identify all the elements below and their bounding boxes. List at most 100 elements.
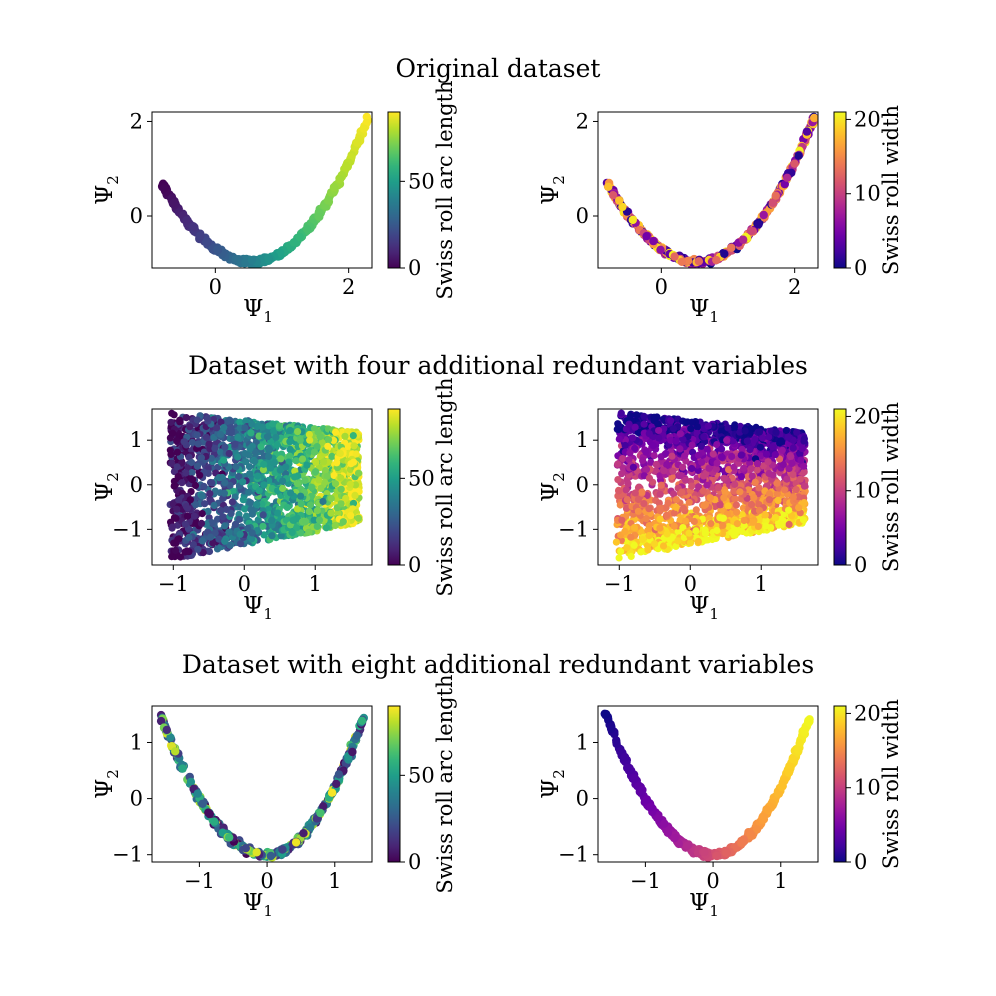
scatter-point	[265, 476, 273, 484]
scatter-point	[255, 487, 263, 495]
scatter-point	[234, 453, 242, 461]
scatter-point	[305, 528, 313, 536]
scatter-point	[258, 423, 266, 431]
scatter-point	[291, 473, 299, 481]
scatter-point	[203, 414, 212, 423]
scatter-point	[354, 514, 363, 522]
scatter-point	[621, 441, 629, 450]
scatter-point	[756, 443, 765, 451]
scatter-point	[738, 511, 746, 519]
scatter-point	[293, 505, 301, 513]
scatter-point	[247, 255, 257, 265]
scatter-point	[168, 459, 176, 467]
scatter-point	[270, 427, 278, 435]
scatter-point	[215, 535, 223, 543]
scatter-point	[196, 471, 204, 479]
scatter-point	[657, 481, 665, 489]
scatter-point	[783, 475, 791, 483]
scatter-point	[320, 458, 328, 466]
scatter-point	[622, 486, 630, 494]
scatter-point	[315, 212, 324, 222]
scatter-point	[246, 445, 254, 453]
scatter-point	[270, 459, 278, 467]
scatter-point	[773, 490, 781, 498]
scatter-point	[242, 458, 250, 466]
scatter-point	[626, 412, 635, 420]
scatter-point	[765, 496, 774, 504]
scatter-point	[337, 474, 345, 482]
scatter-point	[758, 434, 767, 442]
scatter-point	[242, 512, 251, 520]
scatter-point	[234, 433, 242, 442]
scatter-point	[669, 467, 677, 475]
scatter-point	[221, 522, 229, 530]
row-title-eight-redundant: Dataset with eight additional redundant …	[182, 650, 814, 679]
scatter-point	[676, 445, 684, 453]
scatter-point	[751, 478, 759, 486]
scatter-point	[294, 428, 302, 436]
scatter-point	[355, 469, 363, 477]
scatter-point	[255, 432, 263, 440]
scatter-point	[301, 476, 309, 484]
scatter-point	[735, 459, 743, 467]
scatter-point	[246, 470, 254, 478]
scatter-point	[227, 429, 235, 437]
scatter-point	[630, 524, 639, 532]
scatter-point	[176, 553, 184, 561]
scatter-point	[679, 504, 688, 512]
y-axis-label: Ψ2	[92, 175, 122, 205]
scatter-point	[232, 463, 240, 471]
scatter-point	[638, 488, 646, 496]
axes-frame	[151, 408, 373, 566]
colorbar-label: Swiss roll arc length	[433, 377, 457, 596]
scatter-point	[169, 198, 178, 207]
scatter-point	[315, 476, 323, 484]
scatter-point	[704, 422, 712, 430]
scatter-point	[267, 464, 275, 472]
scatter-point	[217, 418, 225, 426]
scatter-point	[191, 481, 200, 490]
scatter-point	[694, 257, 704, 266]
scatter-point	[616, 501, 624, 509]
scatter-point	[188, 458, 196, 467]
scatter-point	[188, 438, 196, 447]
scatter-point	[800, 499, 808, 507]
scatter-point	[747, 465, 755, 473]
scatter-point	[332, 428, 340, 436]
scatter-point	[209, 539, 217, 547]
scatter-point	[667, 417, 675, 425]
scatter-point	[793, 428, 801, 436]
scatter-point	[631, 489, 639, 497]
scatter-point	[768, 443, 777, 451]
scatter-point	[625, 456, 633, 464]
scatter-point	[272, 433, 280, 441]
scatter-point	[206, 490, 214, 498]
scatter-point	[236, 530, 244, 538]
row-title-original: Original dataset	[396, 54, 601, 83]
scatter-point	[210, 501, 218, 509]
scatter-point	[231, 440, 239, 448]
scatter-point	[323, 472, 331, 480]
scatter-point	[205, 440, 213, 448]
scatter-point	[668, 452, 676, 460]
scatter-point	[173, 505, 181, 513]
scatter-point	[679, 436, 687, 444]
scatter-point	[730, 487, 738, 495]
scatter-point	[664, 499, 672, 507]
scatter-point	[187, 475, 195, 483]
scatter-point	[631, 444, 639, 453]
scatter-point	[688, 464, 696, 473]
scatter-point	[627, 552, 635, 561]
scatter-point	[289, 516, 297, 524]
colorbar-label: Swiss roll arc length	[433, 80, 457, 299]
scatter-point	[219, 513, 227, 521]
scatter-point	[682, 517, 690, 525]
scatter-point	[220, 489, 228, 497]
scatter-point	[794, 151, 803, 160]
colorbar-label: Swiss roll width	[879, 105, 903, 275]
colorbar	[388, 409, 400, 565]
x-tick-label: 0	[238, 572, 251, 596]
